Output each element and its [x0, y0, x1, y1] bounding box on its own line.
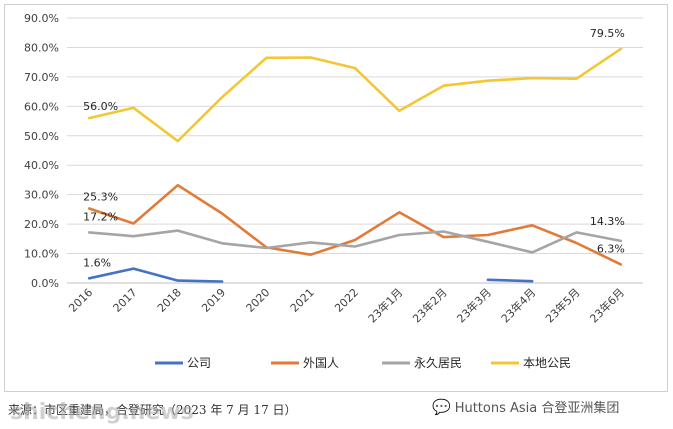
x-tick-label: 23年3月 [454, 285, 494, 325]
y-tick-label: 70.0% [24, 71, 59, 84]
series-line-3 [87, 47, 623, 143]
x-tick-label: 23年5月 [542, 285, 582, 325]
line-chart: 0.0% 10.0% 20.0% 30.0% 40.0% 50.0% 60.0% 70.0% 8… [24, 12, 643, 370]
chart-frame: 0.0% 10.0% 20.0% 30.0% 40.0% 50.0% 60.0% 70.0% 8… [4, 4, 668, 392]
series-line-2 [87, 229, 623, 254]
legend-label: 外国人 [303, 356, 339, 370]
data-label: 56.0% [83, 100, 118, 113]
y-tick-label: 20.0% [24, 218, 59, 231]
legend-label: 永久居民 [414, 356, 462, 370]
y-tick-label: 50.0% [24, 130, 59, 143]
x-tick-label: 23年2月 [409, 285, 449, 325]
series-line-0 [87, 267, 224, 283]
data-label: 14.3% [590, 215, 625, 228]
y-tick-label: 40.0% [24, 159, 59, 172]
brand: 💬 Huttons Asia 合登亚洲集团 [432, 397, 620, 417]
x-tick-label: 2021 [288, 286, 317, 315]
data-label: 79.5% [590, 27, 625, 40]
source-note: 来源：市区重建局，合登研究（2023 年 7 月 17 日） [8, 403, 297, 417]
y-tick-label: 30.0% [24, 189, 59, 202]
x-tick-label: 2018 [155, 286, 184, 315]
y-tick-label: 10.0% [24, 248, 59, 261]
y-tick-label: 60.0% [24, 100, 59, 113]
y-tick-label: 0.0% [31, 277, 59, 290]
x-tick-label: 23年1月 [365, 285, 405, 325]
x-tick-label: 23年6月 [587, 285, 627, 325]
data-label: 6.3% [597, 242, 625, 255]
data-label: 25.3% [83, 191, 118, 204]
wechat-icon: 💬 [432, 397, 451, 416]
x-tick-label: 2019 [199, 286, 228, 315]
data-label: 1.6% [83, 256, 111, 269]
watermark: shicheng.news [10, 400, 194, 425]
brand-name: Huttons Asia 合登亚洲集团 [454, 401, 620, 416]
x-tick-label: 2022 [332, 286, 361, 315]
x-tick-label: 2016 [66, 286, 95, 315]
x-tick-label: 2017 [111, 286, 140, 315]
legend-label: 本地公民 [523, 356, 571, 370]
x-tick-label: 23年4月 [498, 285, 538, 325]
x-tick-label: 2020 [244, 286, 273, 315]
series-line-0 [486, 278, 534, 283]
y-tick-label: 80.0% [24, 41, 59, 54]
series-line-1 [87, 183, 623, 266]
data-label: 17.2% [83, 210, 118, 223]
y-tick-label: 90.0% [24, 12, 59, 25]
legend-label: 公司 [187, 356, 211, 370]
